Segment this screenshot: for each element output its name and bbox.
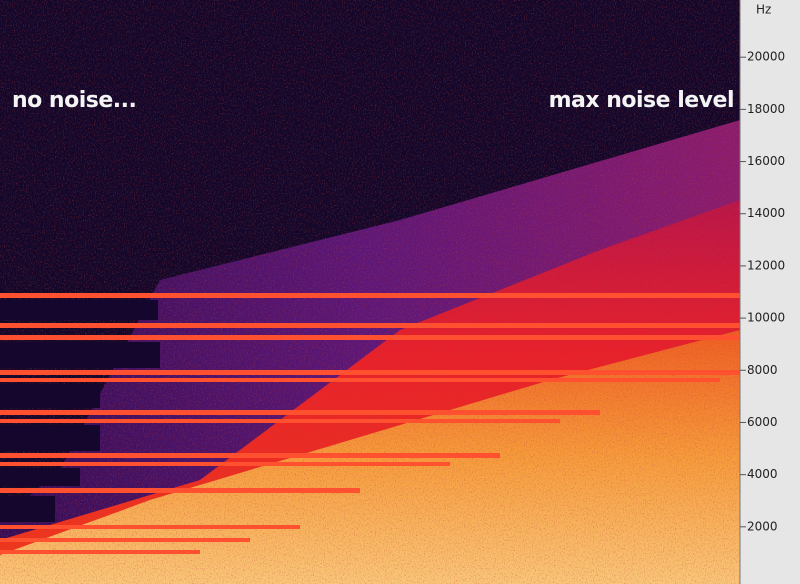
annotation: no noise... xyxy=(12,88,136,113)
page: {"chart_data": {"type": "spectrogram", "… xyxy=(0,0,800,584)
y-tick-label: 20000 xyxy=(747,50,785,64)
y-axis-label: Hz xyxy=(756,3,771,17)
y-tick-label: 16000 xyxy=(747,154,785,168)
y-tick-label: 4000 xyxy=(747,467,778,481)
y-tick-label: 10000 xyxy=(747,311,785,325)
y-tick-label: 8000 xyxy=(747,363,778,377)
y-tick-label: 2000 xyxy=(747,519,778,533)
y-tick-label: 6000 xyxy=(747,415,778,429)
annotation: max noise level xyxy=(549,88,734,113)
y-tick-label: 18000 xyxy=(747,102,785,116)
chart: Hz no noise... max noise level 2000 4000 6… xyxy=(0,0,800,584)
y-tick-label: 14000 xyxy=(747,206,785,220)
axis-panel xyxy=(740,0,800,584)
y-tick-label: 12000 xyxy=(747,258,785,272)
